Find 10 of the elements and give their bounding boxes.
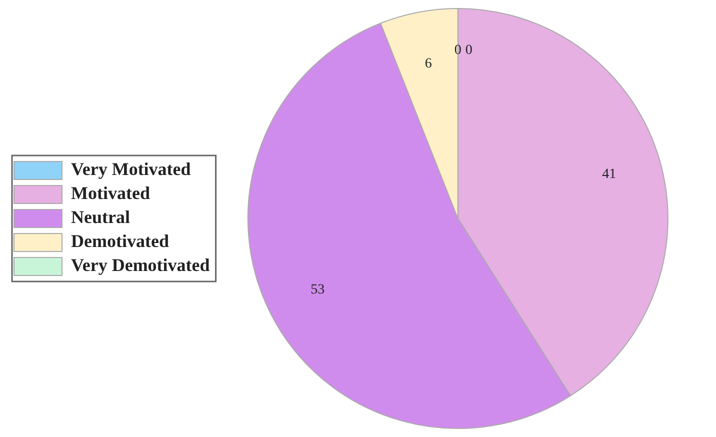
legend-label: Motivated [71,183,150,204]
data-label: 53 [310,282,325,298]
data-label: 41 [602,167,616,182]
data-label: 6 [424,56,432,72]
legend-label: Neutral [71,207,130,228]
legend-label: Very Motivated [71,159,191,180]
text: 0 [454,43,462,58]
legend-label: Very Demotivated [71,255,210,276]
legend-label: Demotivated [71,231,169,252]
text: 0 [465,43,472,58]
